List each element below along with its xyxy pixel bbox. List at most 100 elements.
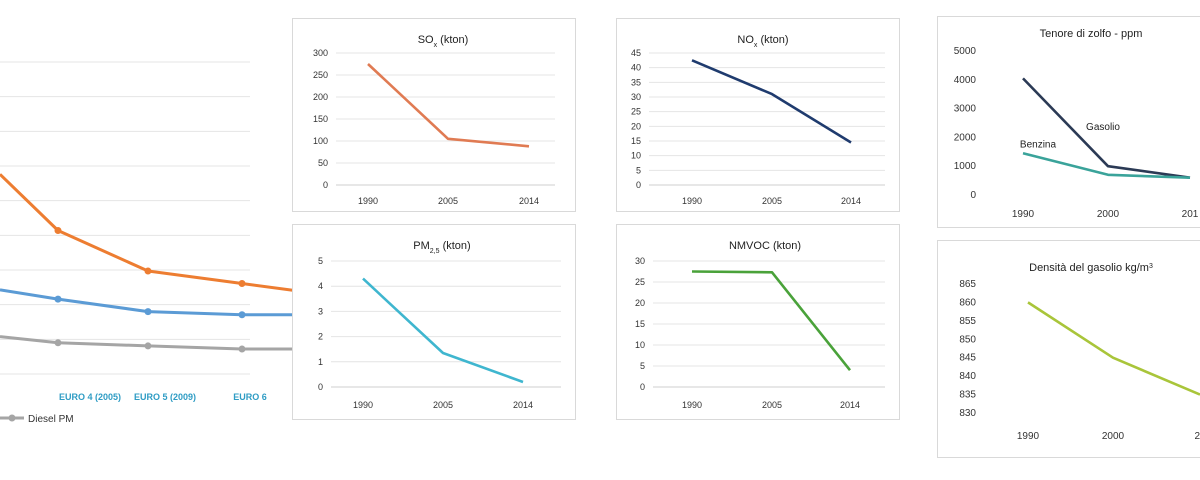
- sox-chart: SOx (kton) 0 50 100 150 200 250 300 1990 2005 2014: [313, 34, 555, 206]
- y-tick-label: 835: [959, 390, 976, 401]
- euro-chart-panel: EURO 4 (2005) EURO 5 (2009) EURO 6 Diesel P…: [0, 40, 340, 440]
- y-tick-label: 25: [631, 107, 641, 117]
- y-tick-label: 150: [313, 114, 328, 124]
- x-tick-label: 2000: [1097, 209, 1120, 220]
- x-tick-label: 1990: [1012, 209, 1035, 220]
- x-tick-label: 2005: [438, 196, 458, 206]
- y-tick-label: 865: [959, 279, 976, 290]
- y-tick-label: 2000: [954, 132, 977, 143]
- y-tick-label: 100: [313, 136, 328, 146]
- series-label: Gasolio: [1086, 122, 1120, 133]
- x-tick-label: 20: [1194, 431, 1200, 442]
- series-point: [54, 339, 62, 347]
- y-tick-label: 1000: [954, 161, 977, 172]
- y-tick-label: 5: [640, 361, 645, 371]
- x-tick-label: 2014: [840, 400, 860, 410]
- y-tick-label: 2: [318, 332, 323, 342]
- x-tick-label: EURO 6: [233, 392, 267, 402]
- euro-chart: EURO 4 (2005) EURO 5 (2009) EURO 6 Diesel P…: [0, 61, 340, 425]
- nmvoc-chart: NMVOC (kton) 0 5 10 15 20 25 30 1990 2005 2014: [635, 240, 885, 410]
- x-tick-label: 1990: [682, 400, 702, 410]
- series-line: [367, 63, 530, 148]
- chart-title: NMVOC (kton): [729, 240, 801, 252]
- chart-title: PM2,5 (kton): [413, 240, 470, 255]
- series-line: [0, 335, 336, 351]
- chart-title: SOx (kton): [418, 34, 469, 49]
- y-tick-label: 15: [635, 319, 645, 329]
- series-point: [238, 311, 246, 319]
- series-line: [691, 59, 852, 144]
- y-tick-label: 3: [318, 306, 323, 316]
- x-tick-label: EURO 4 (2005): [59, 392, 121, 402]
- y-tick-label: 20: [635, 298, 645, 308]
- x-tick-label: 1990: [1017, 431, 1040, 442]
- x-tick-label: 1990: [682, 196, 702, 206]
- series-point: [144, 342, 152, 350]
- legend-label: Diesel PM: [28, 414, 74, 425]
- y-tick-label: 0: [318, 382, 323, 392]
- chart-title: Densità del gasolio kg/m3: [1029, 262, 1153, 274]
- x-tick-label: 2005: [762, 400, 782, 410]
- x-tick-label: 1990: [358, 196, 378, 206]
- y-tick-label: 40: [631, 63, 641, 73]
- sulfur-chart: Tenore di zolfo - ppm 0 1000 2000 3000 4000 50…: [954, 28, 1199, 220]
- series-line: [1022, 151, 1191, 179]
- y-tick-label: 845: [959, 353, 976, 364]
- series-label: Benzina: [1020, 139, 1057, 150]
- pm-chart: PM2,5 (kton) 0 1 2 3 4 5 1990 2005 2014: [318, 240, 561, 410]
- x-tick-label: 2000: [1102, 431, 1125, 442]
- series-point: [54, 226, 62, 234]
- y-tick-label: 0: [636, 180, 641, 190]
- y-tick-label: 25: [635, 277, 645, 287]
- y-tick-label: 50: [318, 158, 328, 168]
- y-tick-label: 20: [631, 121, 641, 131]
- series-line: [362, 277, 524, 384]
- y-tick-label: 35: [631, 77, 641, 87]
- y-tick-label: 300: [313, 48, 328, 58]
- y-tick-label: 200: [313, 92, 328, 102]
- y-tick-label: 0: [323, 180, 328, 190]
- x-tick-label: 2014: [519, 196, 539, 206]
- y-tick-label: 30: [635, 256, 645, 266]
- chart-title: Tenore di zolfo - ppm: [1040, 28, 1143, 40]
- y-tick-label: 1: [318, 357, 323, 367]
- y-tick-label: 3000: [954, 104, 977, 115]
- nox-chart: NOx (kton) 0 5 10 15 20 25 30 35 40 45 1990 2005 2014: [631, 34, 885, 206]
- x-tick-label: 1990: [353, 400, 373, 410]
- y-tick-label: 0: [970, 190, 976, 201]
- series-point: [144, 308, 152, 316]
- y-tick-label: 5: [636, 165, 641, 175]
- x-tick-label: 2005: [433, 400, 453, 410]
- legend-marker: [8, 414, 16, 422]
- series-point: [238, 280, 246, 288]
- sox-chart-panel: SOx (kton) 0 50 100 150 200 250 300 1990 2005 2014: [292, 18, 576, 212]
- y-tick-label: 4: [318, 281, 323, 291]
- x-tick-label: EURO 5 (2009): [134, 392, 196, 402]
- series-point: [144, 267, 152, 275]
- nmvoc-chart-panel: NMVOC (kton) 0 5 10 15 20 25 30 1990 2005 2014: [616, 224, 900, 420]
- series-line: [691, 270, 852, 372]
- y-tick-label: 4000: [954, 75, 977, 86]
- y-tick-label: 15: [631, 136, 641, 146]
- sulfur-chart-panel: Tenore di zolfo - ppm 0 1000 2000 3000 4000 50…: [937, 16, 1200, 228]
- density-chart: Densità del gasolio kg/m3 830 835 840 845 850…: [959, 262, 1200, 442]
- density-chart-panel: Densità del gasolio kg/m3 830 835 840 845 850…: [937, 240, 1200, 458]
- series-point: [54, 295, 62, 303]
- series-line: [1022, 77, 1191, 179]
- y-tick-label: 830: [959, 408, 976, 419]
- series-line: [0, 288, 336, 317]
- x-tick-label: 2014: [513, 400, 533, 410]
- x-tick-label: 2014: [841, 196, 861, 206]
- y-tick-label: 30: [631, 92, 641, 102]
- x-tick-label: 2005: [762, 196, 782, 206]
- y-tick-label: 45: [631, 48, 641, 58]
- nox-chart-panel: NOx (kton) 0 5 10 15 20 25 30 35 40 45 1990 2005 2014: [616, 18, 900, 212]
- y-tick-label: 850: [959, 334, 976, 345]
- series-point: [238, 345, 246, 353]
- y-tick-label: 10: [631, 151, 641, 161]
- y-tick-label: 10: [635, 340, 645, 350]
- y-tick-label: 5: [318, 256, 323, 266]
- chart-title: NOx (kton): [737, 34, 788, 49]
- y-tick-label: 250: [313, 70, 328, 80]
- y-tick-label: 855: [959, 316, 976, 327]
